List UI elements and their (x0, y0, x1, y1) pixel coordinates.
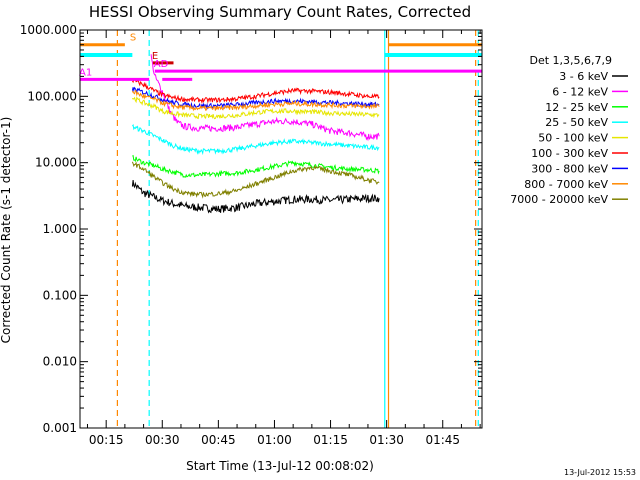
series-line-6 (132, 78, 380, 105)
y-tick-label: 1000.000 (20, 23, 77, 37)
y-tick-label: 100.000 (27, 89, 77, 103)
series-line-4 (131, 123, 380, 156)
legend-label: 300 - 800 keV (531, 162, 608, 175)
legend-label: 50 - 100 keV (538, 132, 608, 145)
x-tick-label: 00:15 (89, 433, 124, 447)
y-axis: 1000.000 100.000 10.000 1.000 0.100 0.010 0.00… (20, 23, 482, 435)
series-line-8 (131, 89, 380, 112)
series-line-2 (150, 54, 380, 142)
series-line-3 (132, 154, 380, 178)
y-tick-label: 0.010 (43, 355, 77, 369)
x-tick-label: 00:30 (145, 433, 180, 447)
legend-label: 12 - 25 keV (545, 101, 608, 114)
legend-label: 800 - 7000 keV (524, 178, 608, 191)
flag-label-e: E (152, 51, 158, 62)
x-axis-label: Start Time (13-Jul-12 00:08:02) (186, 459, 374, 473)
x-tick-label: 01:15 (313, 433, 348, 447)
y-tick-label: 0.100 (43, 288, 77, 302)
x-axis: 00:15 00:30 00:45 01:00 01:15 01:30 01:45 (86, 30, 481, 447)
x-tick-label: 00:45 (201, 433, 236, 447)
legend-label: 3 - 6 keV (559, 70, 608, 83)
y-tick-label: 1.000 (43, 222, 77, 236)
y-tick-label: 10.000 (35, 156, 77, 170)
legend-label: 7000 - 20000 keV (510, 193, 608, 206)
plot-frame (79, 29, 483, 429)
x-tick-label: 01:30 (369, 433, 404, 447)
plot-area: S EAD A1 (79, 29, 483, 429)
chart-title: HESSI Observing Summary Count Rates, Cor… (89, 3, 471, 21)
y-axis-label: Corrected Count Rate (s-1 detector-1) (0, 117, 13, 344)
legend-label: 6 - 12 keV (552, 85, 608, 98)
series-line-1 (131, 179, 380, 214)
y-tick-label: 0.001 (43, 421, 77, 435)
legend-label: 25 - 50 keV (545, 116, 608, 129)
series-group (131, 54, 380, 214)
x-tick-label: 01:00 (257, 433, 292, 447)
series-line-5 (132, 96, 380, 120)
flag-label-a1: A1 (79, 67, 92, 78)
x-tick-label: 01:45 (425, 433, 460, 447)
legend-title: Det 1,3,5,6,7,9 (529, 54, 612, 67)
legend-label: 100 - 300 keV (531, 147, 608, 160)
series-line-7 (131, 86, 380, 110)
flag-label-s: S (130, 33, 136, 44)
timestamp: 13-Jul-2012 15:53 (564, 468, 636, 477)
series-line-9 (131, 161, 380, 199)
flag-label-ad: AD (154, 59, 169, 70)
legend: Det 1,3,5,6,7,9 3 - 6 keV 6 - 12 keV 12 - 2… (510, 54, 628, 206)
